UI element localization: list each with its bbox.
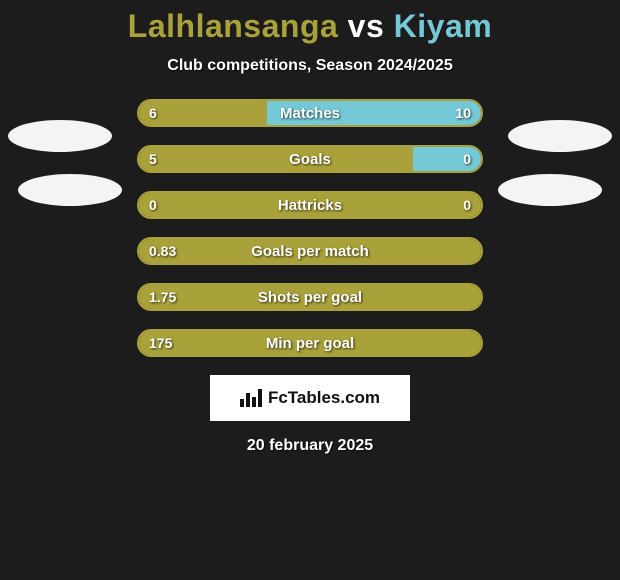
stat-label: Hattricks bbox=[139, 193, 481, 217]
brand-text: FcTables.com bbox=[268, 388, 380, 408]
stat-value-right: 0 bbox=[463, 193, 471, 217]
player1-badge-placeholder-1 bbox=[8, 120, 112, 152]
stat-value-right: 10 bbox=[455, 101, 471, 125]
stat-row: 0Hattricks0 bbox=[137, 191, 483, 219]
season-subtitle: Club competitions, Season 2024/2025 bbox=[0, 57, 620, 75]
player1-badge-placeholder-2 bbox=[18, 174, 122, 206]
player2-badge-placeholder-2 bbox=[498, 174, 602, 206]
stat-label: Min per goal bbox=[139, 331, 481, 355]
brand-badge: FcTables.com bbox=[210, 375, 410, 421]
stat-value-right: 0 bbox=[463, 147, 471, 171]
stats-bar-list: 6Matches105Goals00Hattricks00.83Goals pe… bbox=[137, 99, 483, 357]
player1-name: Lalhlansanga bbox=[128, 8, 339, 44]
stat-row: 6Matches10 bbox=[137, 99, 483, 127]
vs-separator: vs bbox=[338, 8, 393, 44]
stat-label: Goals per match bbox=[139, 239, 481, 263]
comparison-title: Lalhlansanga vs Kiyam bbox=[0, 0, 620, 45]
bar-chart-icon bbox=[240, 389, 262, 407]
stat-label: Goals bbox=[139, 147, 481, 171]
player2-name: Kiyam bbox=[394, 8, 493, 44]
stat-label: Matches bbox=[139, 101, 481, 125]
stat-row: 175Min per goal bbox=[137, 329, 483, 357]
player2-badge-placeholder-1 bbox=[508, 120, 612, 152]
stat-row: 1.75Shots per goal bbox=[137, 283, 483, 311]
stat-label: Shots per goal bbox=[139, 285, 481, 309]
stat-row: 0.83Goals per match bbox=[137, 237, 483, 265]
stat-row: 5Goals0 bbox=[137, 145, 483, 173]
snapshot-date: 20 february 2025 bbox=[0, 437, 620, 455]
